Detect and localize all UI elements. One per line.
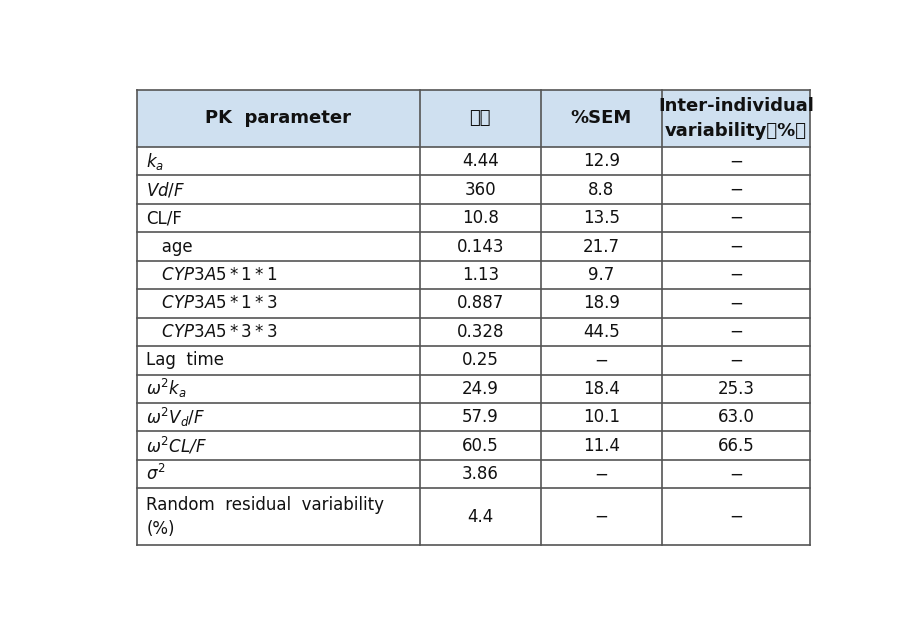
Text: $CYP3A5*1*3$: $CYP3A5*1*3$ xyxy=(146,294,278,313)
Text: age: age xyxy=(146,238,193,255)
Text: 4.44: 4.44 xyxy=(462,152,499,170)
Text: 18.9: 18.9 xyxy=(583,294,620,313)
Bar xyxy=(137,204,810,232)
Text: 3.86: 3.86 xyxy=(462,465,499,483)
Text: −: − xyxy=(729,266,743,284)
Text: −: − xyxy=(594,465,608,483)
Text: 10.8: 10.8 xyxy=(462,209,499,227)
Text: −: − xyxy=(729,323,743,341)
Text: 0.25: 0.25 xyxy=(462,352,499,369)
Text: 1.13: 1.13 xyxy=(462,266,499,284)
Text: 66.5: 66.5 xyxy=(718,437,755,455)
Text: 21.7: 21.7 xyxy=(583,238,620,255)
Text: −: − xyxy=(729,238,743,255)
Text: 10.1: 10.1 xyxy=(583,408,620,426)
Bar xyxy=(137,147,810,175)
Text: 63.0: 63.0 xyxy=(718,408,755,426)
Bar xyxy=(137,374,810,403)
Bar xyxy=(137,175,810,204)
Text: CL/F: CL/F xyxy=(146,209,182,227)
Text: −: − xyxy=(729,352,743,369)
Text: −: − xyxy=(729,152,743,170)
Text: $\omega^2 V_d/F$: $\omega^2 V_d/F$ xyxy=(146,406,205,429)
Bar xyxy=(137,232,810,261)
Text: 25.3: 25.3 xyxy=(718,380,755,398)
Bar xyxy=(137,261,810,289)
Bar xyxy=(137,318,810,346)
Text: −: − xyxy=(594,508,608,526)
Text: $CYP3A5*3*3$: $CYP3A5*3*3$ xyxy=(146,323,278,341)
Text: −: − xyxy=(729,209,743,227)
Text: $Vd/F$: $Vd/F$ xyxy=(146,180,186,199)
Text: −: − xyxy=(729,508,743,526)
Text: 0.887: 0.887 xyxy=(456,294,504,313)
Text: 360: 360 xyxy=(465,181,496,199)
Bar xyxy=(137,346,810,374)
Text: 44.5: 44.5 xyxy=(583,323,620,341)
Text: −: − xyxy=(729,181,743,199)
Text: Inter-individual
variability（%）: Inter-individual variability（%） xyxy=(658,97,814,140)
Bar xyxy=(137,431,810,460)
Bar xyxy=(137,403,810,431)
Text: $\omega^2$CL/F: $\omega^2$CL/F xyxy=(146,435,207,456)
Text: Lag  time: Lag time xyxy=(146,352,225,369)
Bar xyxy=(137,90,810,147)
Bar xyxy=(137,289,810,318)
Text: 8.8: 8.8 xyxy=(589,181,614,199)
Text: 13.5: 13.5 xyxy=(583,209,620,227)
Text: 0.143: 0.143 xyxy=(456,238,504,255)
Text: 4.4: 4.4 xyxy=(468,508,493,526)
Text: −: − xyxy=(729,465,743,483)
Text: PK  parameter: PK parameter xyxy=(205,109,351,128)
Text: 60.5: 60.5 xyxy=(462,437,499,455)
Text: −: − xyxy=(729,294,743,313)
Bar xyxy=(137,460,810,488)
Text: 18.4: 18.4 xyxy=(583,380,620,398)
Text: $\sigma^2$: $\sigma^2$ xyxy=(146,464,166,484)
Text: $k_a$: $k_a$ xyxy=(146,151,164,172)
Text: $CYP3A5*1*1$: $CYP3A5*1*1$ xyxy=(146,266,278,284)
Text: −: − xyxy=(594,352,608,369)
Text: %SEM: %SEM xyxy=(571,109,632,128)
Text: Random  residual  variability
(%): Random residual variability (%) xyxy=(146,496,384,538)
Text: $\omega^2 k_a$: $\omega^2 k_a$ xyxy=(146,377,187,400)
Text: 12.9: 12.9 xyxy=(583,152,620,170)
Text: 0.328: 0.328 xyxy=(456,323,504,341)
Bar xyxy=(137,488,810,545)
Text: 평균: 평균 xyxy=(469,109,491,128)
Text: 57.9: 57.9 xyxy=(462,408,499,426)
Text: 24.9: 24.9 xyxy=(462,380,499,398)
Text: 9.7: 9.7 xyxy=(589,266,614,284)
Text: 11.4: 11.4 xyxy=(583,437,620,455)
